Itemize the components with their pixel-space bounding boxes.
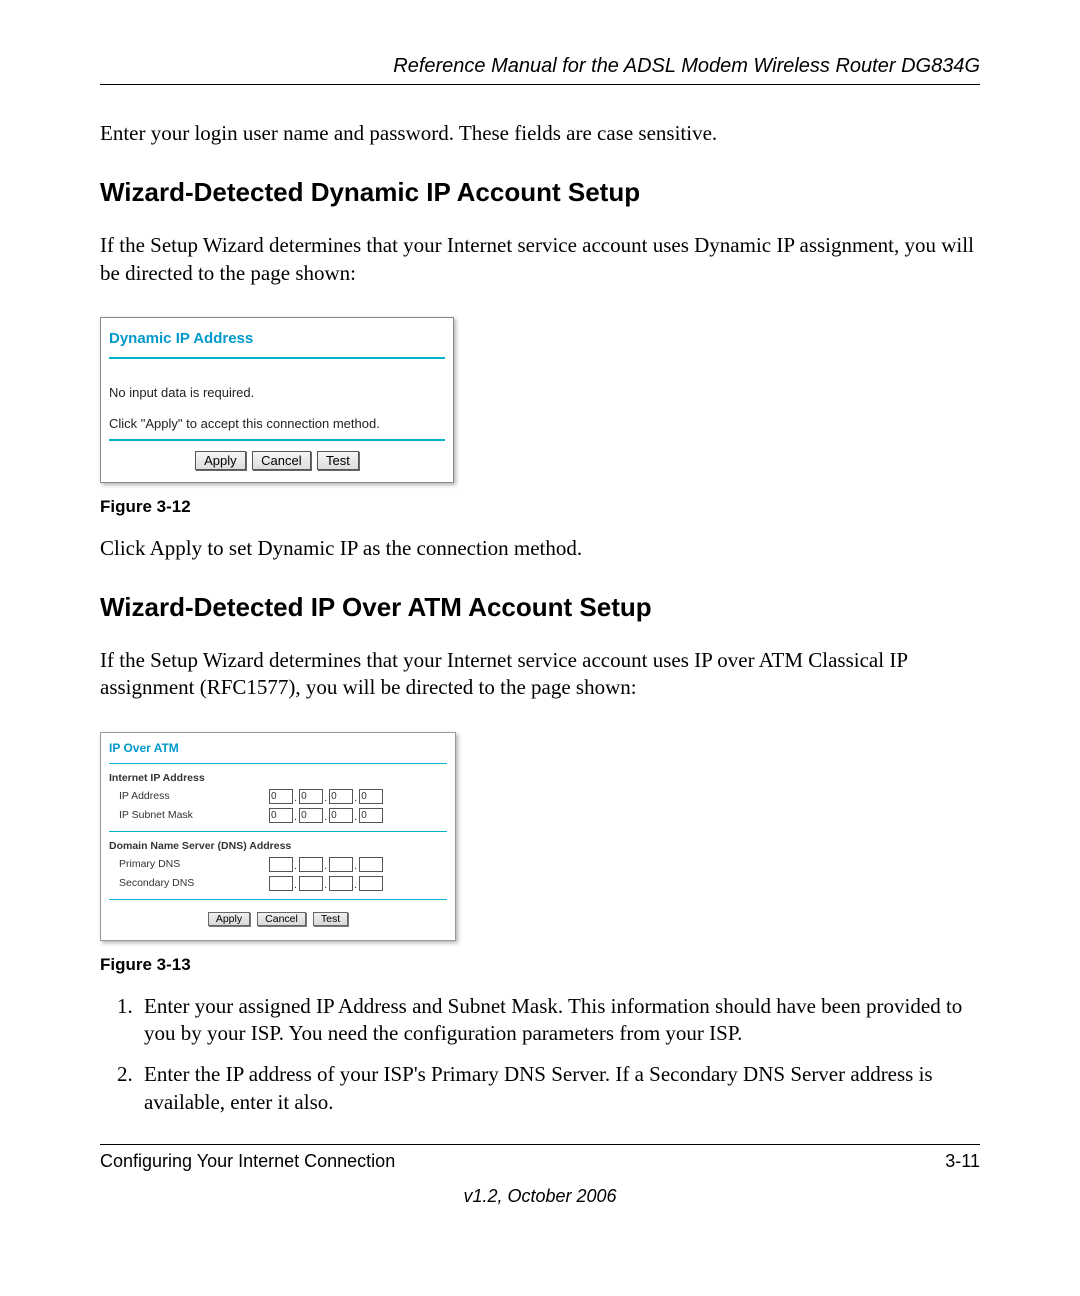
fig13-row-ip: IP Address 0. 0. 0. 0 [109,787,447,806]
step-2: Enter the IP address of your ISP's Prima… [138,1061,980,1116]
ip-octet-2[interactable]: 0 [299,789,323,804]
steps-list: Enter your assigned IP Address and Subne… [100,993,980,1116]
fig12-title: Dynamic IP Address [109,328,445,357]
section2-heading: Wizard-Detected IP Over ATM Account Setu… [100,592,980,623]
mask-octet-2[interactable]: 0 [299,808,323,823]
section2-paragraph: If the Setup Wizard determines that your… [100,647,980,702]
fig12-test-button[interactable]: Test [317,451,359,470]
figure-13-panel: IP Over ATM Internet IP Address IP Addre… [100,732,456,941]
ip-octet-3[interactable]: 0 [329,789,353,804]
figure-12-caption: Figure 3-12 [100,497,980,517]
ip-octet-1[interactable]: 0 [269,789,293,804]
footer-version: v1.2, October 2006 [100,1186,980,1207]
mask-octet-3[interactable]: 0 [329,808,353,823]
primary-octet-3[interactable] [329,857,353,872]
fig13-primary-input-group: . . . [269,857,383,872]
section1-paragraph: If the Setup Wizard determines that your… [100,232,980,287]
footer-rule [100,1144,980,1145]
fig13-row-mask: IP Subnet Mask 0. 0. 0. 0 [109,806,447,825]
fig13-divider-1 [109,763,447,764]
fig13-ip-input-group: 0. 0. 0. 0 [269,789,383,804]
fig13-secondary-input-group: . . . [269,876,383,891]
fig13-section2-title: Domain Name Server (DNS) Address [109,836,447,855]
header-rule [100,84,980,85]
fig13-row-secondary: Secondary DNS . . . [109,874,447,893]
fig12-apply-button[interactable]: Apply [195,451,246,470]
primary-octet-2[interactable] [299,857,323,872]
secondary-octet-4[interactable] [359,876,383,891]
mask-octet-1[interactable]: 0 [269,808,293,823]
footer-right: 3-11 [945,1151,980,1172]
fig13-title: IP Over ATM [109,739,447,761]
primary-octet-4[interactable] [359,857,383,872]
fig12-cancel-button[interactable]: Cancel [252,451,310,470]
fig13-divider-2 [109,831,447,832]
figure-12-panel: Dynamic IP Address No input data is requ… [100,317,454,483]
secondary-octet-1[interactable] [269,876,293,891]
fig13-apply-button[interactable]: Apply [208,912,250,926]
fig13-primary-label: Primary DNS [109,858,269,870]
fig13-row-primary: Primary DNS . . . [109,855,447,874]
fig12-msg2: Click "Apply" to accept this connection … [109,404,445,439]
fig12-msg1: No input data is required. [109,359,445,404]
fig13-section1-title: Internet IP Address [109,768,447,787]
secondary-octet-3[interactable] [329,876,353,891]
secondary-octet-2[interactable] [299,876,323,891]
fig13-mask-label: IP Subnet Mask [109,809,269,821]
mask-octet-4[interactable]: 0 [359,808,383,823]
footer-left: Configuring Your Internet Connection [100,1151,395,1172]
figure-13-caption: Figure 3-13 [100,955,980,975]
page-header-title: Reference Manual for the ADSL Modem Wire… [100,55,980,78]
ip-octet-4[interactable]: 0 [359,789,383,804]
section1-after-paragraph: Click Apply to set Dynamic IP as the con… [100,535,980,562]
fig13-cancel-button[interactable]: Cancel [257,912,306,926]
footer-row: Configuring Your Internet Connection 3-1… [100,1151,980,1172]
step-1: Enter your assigned IP Address and Subne… [138,993,980,1048]
fig13-mask-input-group: 0. 0. 0. 0 [269,808,383,823]
intro-paragraph: Enter your login user name and password.… [100,120,980,147]
fig13-test-button[interactable]: Test [313,912,348,926]
primary-octet-1[interactable] [269,857,293,872]
section1-heading: Wizard-Detected Dynamic IP Account Setup [100,177,980,208]
fig13-secondary-label: Secondary DNS [109,877,269,889]
fig13-ip-label: IP Address [109,790,269,802]
fig13-divider-3 [109,899,447,900]
